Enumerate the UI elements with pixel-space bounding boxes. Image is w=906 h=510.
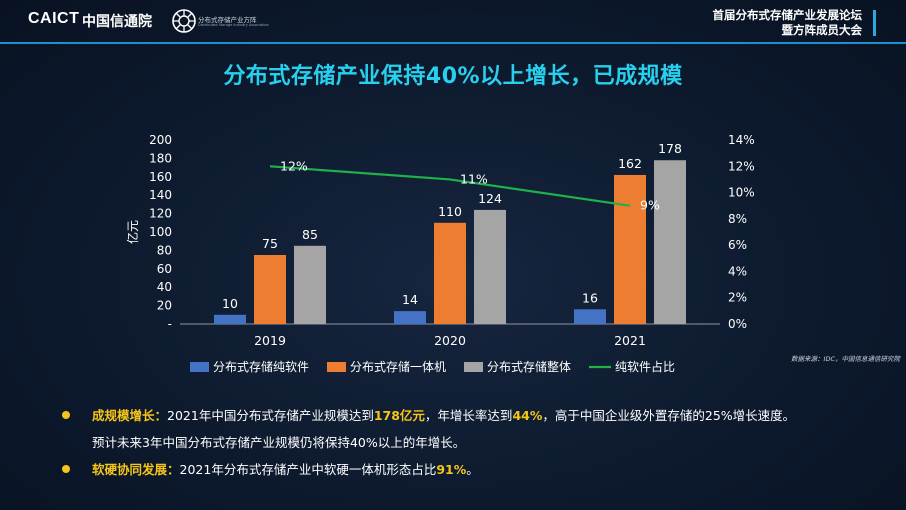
bar <box>294 245 326 324</box>
bar <box>214 314 246 324</box>
y-tick-label: 100 <box>149 225 172 239</box>
bar-data-label: 14 <box>402 292 418 307</box>
bullet-label: 成规模增长： <box>92 408 168 423</box>
line-data-label: 9% <box>640 198 660 213</box>
bar <box>654 160 686 324</box>
line-data-label: 12% <box>280 158 308 173</box>
bar-data-label: 178 <box>658 141 682 156</box>
bullet-list: 成规模增长：2021年中国分布式存储产业规模达到178亿元，年增长率达到44%，… <box>62 402 902 483</box>
bar <box>574 309 606 324</box>
alliance-name: 分布式存储产业方阵 <box>198 16 257 24</box>
legend-swatch <box>327 362 346 372</box>
x-tick-label: 2020 <box>434 333 466 348</box>
y2-tick-label: 0% <box>728 317 747 331</box>
caict-logo: CAICT <box>28 10 79 28</box>
bar-data-label: 110 <box>438 204 462 219</box>
bullet-label: 软硬协同发展： <box>92 462 180 477</box>
bar-data-label: 124 <box>478 191 502 206</box>
bullet-dot-icon <box>62 465 70 473</box>
bullet-item: 软硬协同发展：2021年分布式存储产业中软硬一体机形态占比91%。 <box>62 456 902 483</box>
y-tick-label: 180 <box>149 151 172 165</box>
y2-tick-label: 6% <box>728 238 747 252</box>
bar-data-label: 10 <box>222 296 238 311</box>
line-series <box>269 165 631 207</box>
y2-tick-label: 14% <box>728 133 755 147</box>
y2-tick-label: 12% <box>728 159 755 173</box>
y-tick-label: - <box>168 317 172 331</box>
bullet-text: 2021年中国分布式存储产业规模达到 <box>167 408 374 423</box>
y2-tick-label: 8% <box>728 212 747 226</box>
bullet-text: 2021年分布式存储产业中软硬一体机形态占比 <box>179 462 437 477</box>
bullet-text: 预计未来3年中国分布式存储产业规模仍将保持40%以上的年增长。 <box>92 435 466 450</box>
bar <box>254 255 286 324</box>
forum-title-line2: 暨方阵成员大会 <box>781 23 863 37</box>
page-title: 分布式存储产业保持40%以上增长，已成规模 <box>223 64 683 89</box>
forum-title-line1: 首届分布式存储产业发展论坛 <box>712 8 863 22</box>
y-axis-label: 亿元 <box>125 220 140 244</box>
line-data-label: 11% <box>460 171 488 186</box>
x-tick-label: 2021 <box>614 333 646 348</box>
forum-accent-bar <box>873 10 876 36</box>
bar-line-chart: - 20 40 60 80 100 120 140 160 180 200 0% 2% 4% 6% 8% 10%… <box>125 133 755 374</box>
y-tick-label: 40 <box>157 280 172 294</box>
forum-title: 首届分布式存储产业发展论坛 暨方阵成员大会 <box>713 8 863 38</box>
bar-data-label: 162 <box>618 156 642 171</box>
y-tick-label: 160 <box>149 170 172 184</box>
bar <box>394 311 426 324</box>
header-divider <box>0 42 906 44</box>
bullet-text: ，年增长率达到 <box>424 408 513 423</box>
y-tick-label: 120 <box>149 207 172 221</box>
y-tick-label: 200 <box>149 133 172 147</box>
x-tick-label: 2019 <box>254 333 286 348</box>
bullet-text: ，高于中国企业级外置存储的25%增长速度。 <box>542 408 796 423</box>
bullet-highlight: 44% <box>512 408 543 423</box>
bullet-text: 。 <box>466 462 479 477</box>
y2-tick-label: 10% <box>728 186 755 200</box>
y2-tick-label: 2% <box>728 291 747 305</box>
bullet-highlight: 178亿元 <box>373 408 425 423</box>
y2-tick-label: 4% <box>728 264 747 278</box>
caict-logo-text: CAICT <box>28 10 80 27</box>
legend-swatch <box>464 362 483 372</box>
legend-label: 纯软件占比 <box>615 359 675 374</box>
bullet-highlight: 91% <box>436 462 467 477</box>
bullet-item: 成规模增长：2021年中国分布式存储产业规模达到178亿元，年增长率达到44%，… <box>62 402 902 429</box>
alliance-logo-icon <box>172 9 196 33</box>
y-tick-label: 80 <box>157 243 172 257</box>
bar <box>434 222 466 324</box>
bullet-dot-icon <box>62 411 70 419</box>
legend-label: 分布式存储纯软件 <box>213 359 309 374</box>
y-tick-label: 20 <box>157 299 172 313</box>
legend-label: 分布式存储整体 <box>487 359 571 374</box>
caict-cn-name: 中国信通院 <box>82 14 152 30</box>
bar <box>474 209 506 324</box>
data-source: 数据来源：IDC，中国信息通信研究院 <box>791 355 900 363</box>
alliance-name-en: Distributed Storage Industry Association <box>198 23 269 27</box>
y-tick-label: 140 <box>149 188 172 202</box>
legend-swatch <box>190 362 209 372</box>
bar <box>614 174 646 324</box>
bar-data-label: 85 <box>302 227 318 242</box>
bar-data-label: 75 <box>262 236 278 251</box>
bar-data-label: 16 <box>582 290 598 305</box>
bullet-item-continuation: 预计未来3年中国分布式存储产业规模仍将保持40%以上的年增长。 <box>62 429 902 456</box>
legend-label: 分布式存储一体机 <box>350 359 446 374</box>
y-tick-label: 60 <box>157 262 172 276</box>
top-bar: CAICT 中国信通院 分布式存储产业方阵 Distributed Storag… <box>0 0 906 42</box>
